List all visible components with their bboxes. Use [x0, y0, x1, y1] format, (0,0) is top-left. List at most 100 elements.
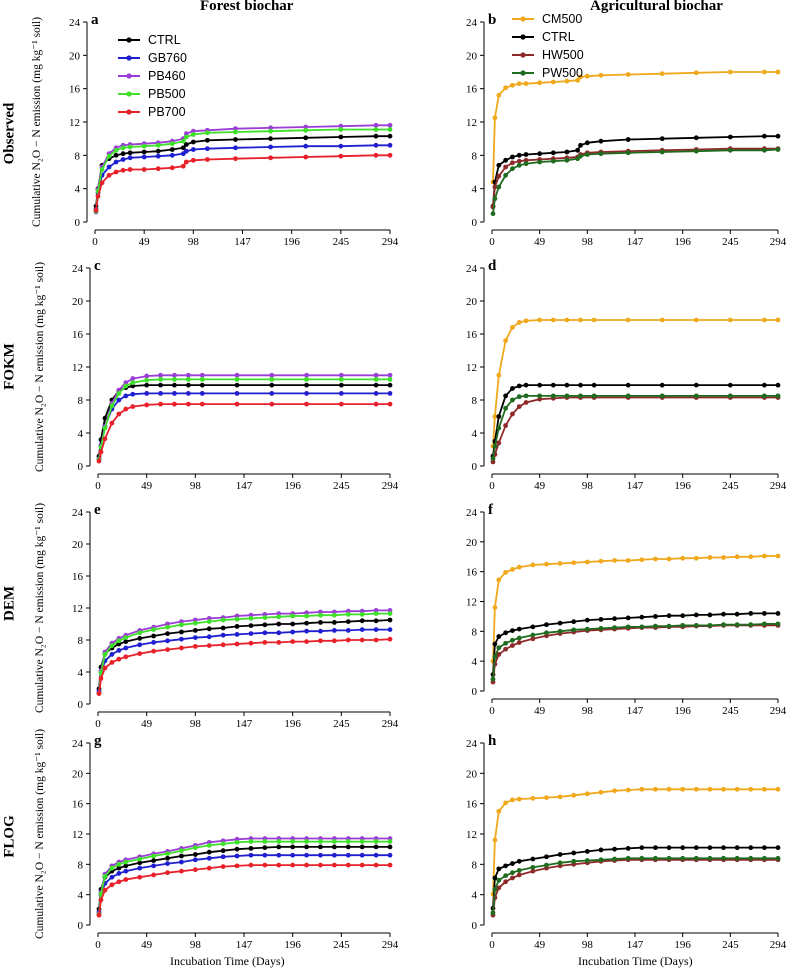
legend-marker	[520, 16, 526, 22]
data-point-CTRL	[761, 611, 767, 616]
data-point-CTRL	[516, 626, 522, 632]
data-point-CM500	[625, 317, 631, 323]
data-point-CM500	[516, 564, 522, 570]
data-point-PB700	[304, 401, 309, 407]
data-point-GB760	[169, 152, 175, 158]
data-point-PW500	[693, 855, 699, 861]
x-tick-label: 0	[489, 480, 495, 492]
data-point-PW500	[693, 393, 699, 399]
data-point-CM500	[734, 786, 740, 792]
data-point-CTRL	[748, 611, 754, 616]
data-point-PB700	[206, 643, 212, 648]
data-point-CTRL	[510, 861, 515, 866]
data-point-CM500	[721, 555, 726, 560]
y-tick-label: 4	[78, 428, 84, 440]
data-point-PB500	[179, 622, 184, 628]
data-point-CTRL	[598, 847, 604, 853]
y-tick-label: 12	[72, 829, 83, 841]
y-tick-label: 20	[72, 768, 84, 780]
data-point-PB700	[169, 165, 175, 171]
legend-item-PB700: PB700	[118, 105, 186, 119]
y-tick-label: 20	[72, 296, 84, 308]
x-tick-label: 0	[95, 718, 101, 730]
data-point-HW500	[523, 157, 529, 163]
y-tick-label: 0	[75, 217, 81, 229]
data-point-PB500	[387, 839, 393, 844]
data-point-CM500	[496, 92, 502, 98]
x-tick-label: 147	[236, 480, 253, 492]
data-point-CM500	[693, 786, 699, 792]
data-point-PB700	[120, 167, 126, 173]
legend-marker	[520, 34, 526, 40]
data-point-CM500	[734, 554, 740, 560]
data-point-GB760	[204, 146, 210, 152]
data-point-CM500	[496, 577, 502, 583]
data-point-PW500	[510, 870, 515, 876]
data-point-CTRL	[387, 617, 393, 623]
data-point-GB760	[192, 857, 198, 863]
data-point-GB760	[269, 391, 275, 396]
data-point-PW500	[707, 622, 713, 628]
y-tick-label: 12	[466, 829, 477, 841]
x-tick-label: 245	[333, 480, 350, 492]
data-point-PB700	[179, 645, 184, 651]
data-point-CM500	[575, 77, 581, 83]
data-point-PB700	[199, 401, 205, 407]
data-point-CTRL	[262, 622, 268, 628]
x-tick-label: 196	[284, 939, 301, 951]
data-point-PW500	[625, 393, 631, 399]
data-point-PW500	[666, 855, 672, 861]
data-point-CTRL	[680, 845, 686, 851]
data-point-PB460	[304, 372, 309, 378]
data-point-CTRL	[155, 148, 161, 154]
data-point-PB500	[373, 376, 379, 382]
data-point-HW500	[503, 879, 509, 885]
data-point-CTRL	[248, 623, 254, 628]
legend-label: PW500	[542, 66, 583, 80]
data-point-PB700	[331, 862, 337, 868]
data-point-GB760	[151, 863, 157, 869]
y-tick-label: 16	[466, 84, 478, 96]
data-point-PB460	[387, 372, 393, 378]
data-point-CTRL	[123, 639, 129, 644]
data-point-PW500	[693, 148, 699, 154]
data-point-CTRL	[496, 414, 502, 419]
panel-letter: f	[488, 502, 494, 518]
data-point-PW500	[721, 622, 726, 628]
data-point-PB500	[262, 615, 268, 620]
y-tick-label: 4	[75, 184, 81, 196]
series-PW500	[490, 393, 781, 461]
data-point-PB500	[185, 376, 191, 382]
data-point-CM500	[492, 115, 498, 121]
data-point-CTRL	[318, 844, 323, 850]
data-point-PB460	[123, 380, 129, 386]
data-point-CM500	[761, 317, 767, 323]
data-point-CM500	[564, 78, 570, 84]
data-point-PW500	[584, 858, 590, 863]
data-point-CTRL	[721, 611, 726, 617]
data-point-CTRL	[373, 844, 379, 850]
x-tick-label: 98	[190, 939, 202, 951]
x-tick-label: 294	[382, 939, 399, 951]
data-point-CTRL	[639, 845, 645, 851]
data-point-PB500	[268, 128, 273, 134]
data-point-CM500	[516, 796, 522, 802]
series-line-PW500	[492, 857, 778, 913]
data-point-CTRL	[345, 619, 351, 624]
y-tick-label: 0	[472, 686, 478, 698]
x-tick-label: 49	[141, 718, 153, 730]
data-point-PW500	[516, 868, 522, 873]
data-point-PB700	[96, 912, 102, 918]
data-point-CTRL	[179, 853, 184, 859]
data-point-GB760	[345, 852, 351, 858]
series-HW500	[490, 395, 781, 465]
data-point-CM500	[510, 82, 515, 88]
data-point-GB760	[303, 143, 309, 149]
data-point-CTRL	[192, 628, 198, 633]
data-point-GB760	[165, 638, 170, 644]
data-point-CTRL	[598, 138, 604, 144]
data-point-CTRL	[516, 152, 522, 158]
data-point-CTRL	[290, 844, 296, 850]
data-point-GB760	[106, 164, 112, 170]
data-point-PW500	[775, 621, 781, 627]
